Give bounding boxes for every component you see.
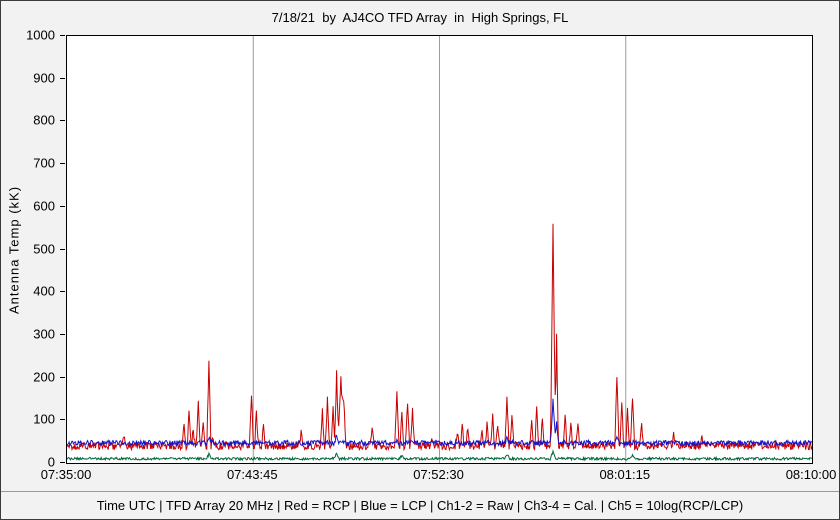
y-tick-mark-500 xyxy=(60,248,65,250)
y-tick-mark-100 xyxy=(60,419,65,421)
trace-10log(RCP/LCP) xyxy=(67,449,812,462)
status-bar: Time UTC | TFD Array 20 MHz | Red = RCP … xyxy=(1,491,839,519)
x-tick-label-07:43:45: 07:43:45 xyxy=(226,467,278,482)
chart-title: 7/18/21 by AJ4CO TFD Array in High Sprin… xyxy=(271,10,569,25)
y-tick-label-0: 0 xyxy=(47,454,55,470)
y-tick-label-100: 100 xyxy=(33,411,55,427)
y-tick-mark-300 xyxy=(60,333,65,335)
x-tick-label-08:01:15: 08:01:15 xyxy=(599,467,651,482)
y-tick-label-900: 900 xyxy=(33,70,55,86)
y-tick-mark-800 xyxy=(60,120,65,122)
x-tick-label-08:10:00: 08:10:00 xyxy=(785,467,837,482)
y-tick-label-1000: 1000 xyxy=(26,27,55,43)
trace-LCP xyxy=(67,398,812,448)
y-tick-label-700: 700 xyxy=(33,155,55,171)
y-tick-label-300: 300 xyxy=(33,326,55,342)
y-tick-mark-400 xyxy=(60,291,65,293)
y-tick-mark-200 xyxy=(60,376,65,378)
y-tick-mark-700 xyxy=(60,163,65,165)
y-tick-label-800: 800 xyxy=(33,112,55,128)
plot-canvas xyxy=(67,36,812,463)
y-tick-label-600: 600 xyxy=(33,198,55,214)
plot-area xyxy=(66,35,813,464)
x-tick-label-07:35:00: 07:35:00 xyxy=(40,467,92,482)
x-axis-tick-labels: 07:35:00 07:43:45 07:52:30 08:01:15 08:10:00 xyxy=(41,466,837,484)
y-tick-mark-1000 xyxy=(60,35,65,36)
y-axis-tick-labels: 0 100 200 300 400 500 600 700 800 900 1000 xyxy=(1,28,65,470)
y-tick-label-500: 500 xyxy=(33,241,55,256)
y-tick-mark-0 xyxy=(60,462,65,463)
x-tick-label-07:52:30: 07:52:30 xyxy=(413,467,464,482)
y-tick-mark-600 xyxy=(60,205,65,207)
y-tick-mark-900 xyxy=(60,77,65,79)
y-tick-label-200: 200 xyxy=(33,369,55,385)
y-tick-label-400: 400 xyxy=(33,283,55,299)
